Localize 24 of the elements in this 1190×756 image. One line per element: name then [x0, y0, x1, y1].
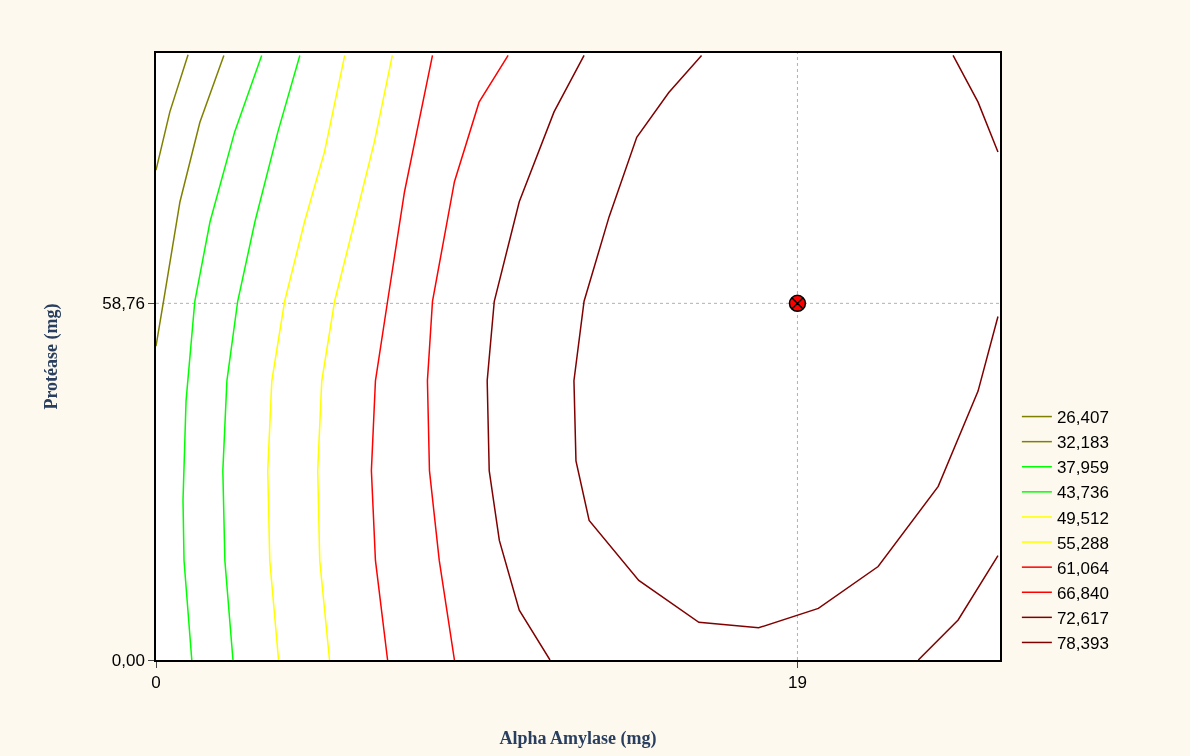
- legend-label: 32,183: [1056, 433, 1109, 453]
- legend-label: 37,959: [1056, 458, 1109, 478]
- line-series: [156, 54, 225, 347]
- legend-label: 66,840: [1056, 583, 1109, 603]
- legend-label: 72,617: [1056, 608, 1109, 628]
- line-series: [426, 54, 509, 660]
- x-tick-label: 0: [151, 673, 161, 693]
- legend-label: 26,407: [1056, 408, 1109, 428]
- x-axis-title: Alpha Amylase (mg): [499, 727, 657, 749]
- y-axis-title: Protéase (mg): [41, 303, 62, 410]
- line-series: [267, 54, 346, 660]
- line-series: [573, 54, 999, 629]
- legend-label: 61,064: [1056, 558, 1109, 578]
- y-tick-label: 58,76: [102, 294, 145, 314]
- x-tick-label: 19: [787, 673, 807, 693]
- legend-label: 78,393: [1056, 634, 1109, 654]
- line-series: [182, 54, 263, 660]
- legend-label: 49,512: [1056, 508, 1109, 528]
- legend-label: 43,736: [1056, 483, 1109, 503]
- line-series: [316, 54, 394, 660]
- line-series: [370, 54, 434, 660]
- legend-label: 55,288: [1056, 533, 1109, 553]
- line-series: [222, 54, 301, 660]
- y-tick-label: 0,00: [111, 650, 145, 670]
